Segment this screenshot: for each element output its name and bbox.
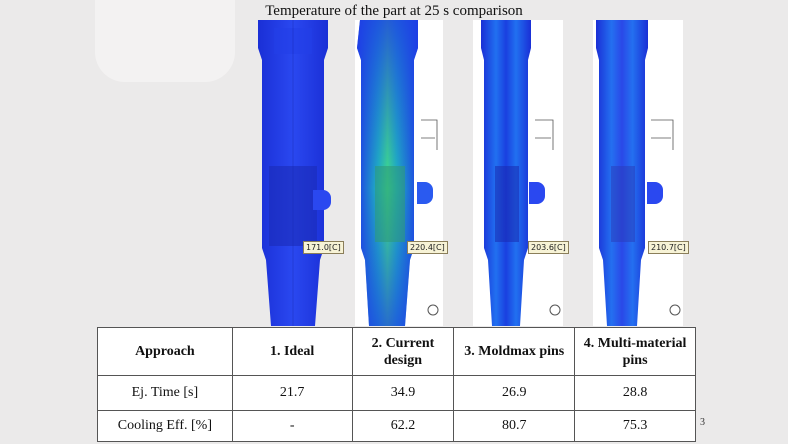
table-cell: 26.9 [453, 375, 576, 411]
simulation-panel-moldmax-pins: 203.6[C] [473, 20, 569, 326]
table-cell: 21.7 [231, 375, 353, 411]
simulation-panel-ideal: 171.0[C] [233, 20, 351, 326]
table-header-cell: 3. Moldmax pins [453, 327, 576, 376]
table-row: Cooling Eff. [%] - 62.2 80.7 75.3 [97, 410, 696, 442]
table-header-cell: Approach [97, 327, 233, 376]
table-cell: - [231, 410, 353, 442]
edge-mark: 3 [700, 417, 705, 428]
table-header-cell: 4. Multi-material pins [574, 327, 696, 376]
slide-title: Temperature of the part at 25 s comparis… [265, 3, 523, 19]
temperature-callout: 171.0[C] [303, 241, 344, 254]
temperature-callout: 203.6[C] [528, 241, 569, 254]
table-cell: 75.3 [574, 410, 696, 442]
temperature-callout: 220.4[C] [407, 241, 448, 254]
table-cell: 28.8 [574, 375, 696, 411]
simulation-panel-multi-material-pins: 210.7[C] [593, 20, 689, 326]
table-cell: 34.9 [351, 375, 455, 411]
table-cell: 80.7 [453, 410, 576, 442]
background-shape [95, 0, 235, 82]
table-row-label: Cooling Eff. [%] [97, 410, 233, 442]
comparison-table: Approach 1. Ideal 2. Current design 3. M… [97, 327, 696, 442]
table-row: Ej. Time [s] 21.7 34.9 26.9 28.8 [97, 375, 696, 411]
table-cell: 62.2 [351, 410, 455, 442]
table-row-label: Ej. Time [s] [97, 375, 233, 411]
temperature-callout: 210.7[C] [648, 241, 689, 254]
table-header-cell: 1. Ideal [231, 327, 353, 376]
table-header-row: Approach 1. Ideal 2. Current design 3. M… [97, 327, 696, 376]
table-header-cell: 2. Current design [351, 327, 455, 376]
simulation-panel-current-design: 220.4[C] [355, 20, 448, 326]
